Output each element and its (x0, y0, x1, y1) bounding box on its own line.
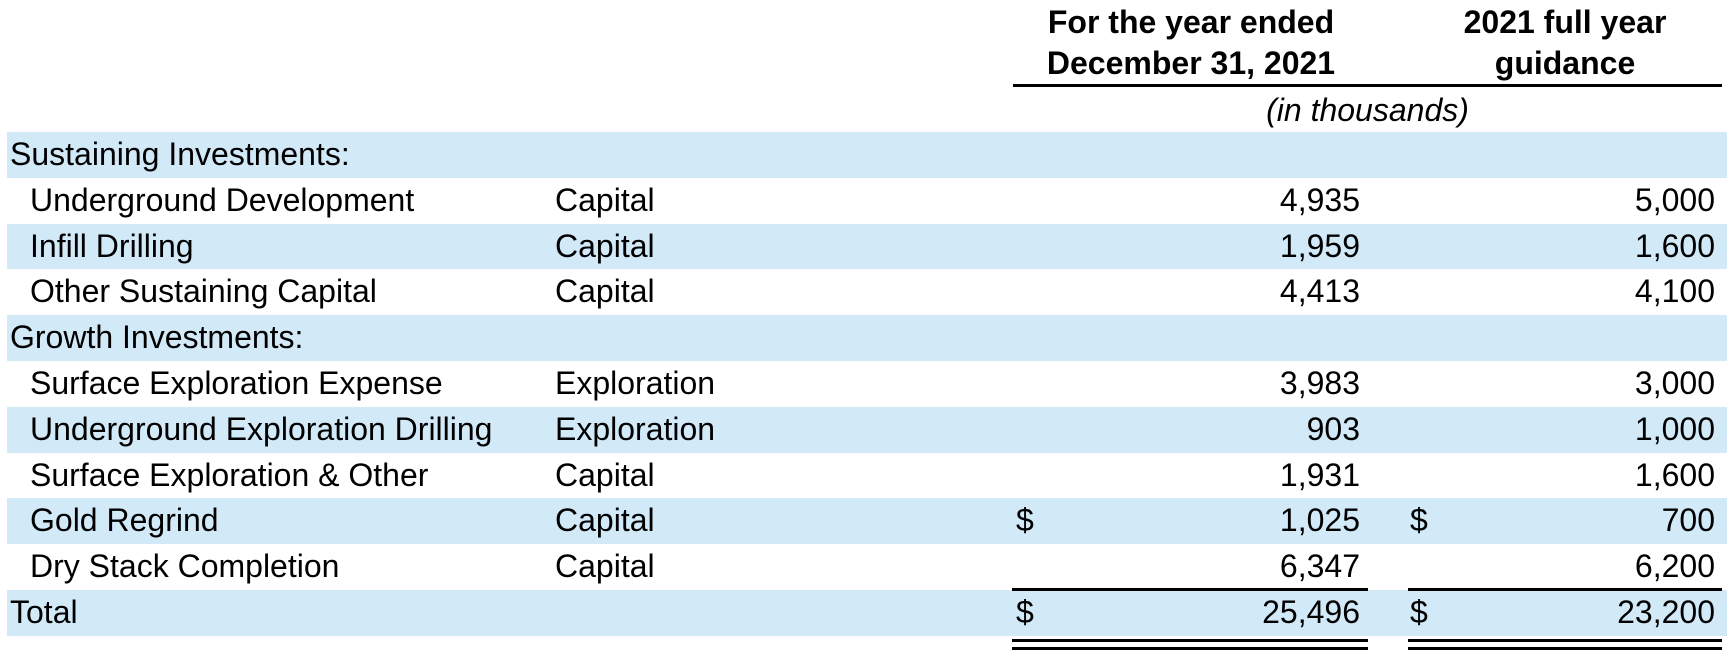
table-row-surface-exploration-expense: Surface Exploration Expense Exploration … (7, 361, 1727, 407)
guidance-value: 1,600 (1634, 227, 1715, 264)
header-underline (1013, 84, 1722, 87)
dollar-sign: $ (1016, 502, 1034, 539)
table-row-growth-investments: Growth Investments: (7, 315, 1727, 361)
guidance-value: 23,200 (1617, 593, 1715, 630)
subtotal-rule-guidance (1408, 588, 1722, 591)
actual-value: 903 (1306, 410, 1360, 447)
actual-value: 6,347 (1279, 548, 1360, 585)
table-row-surface-exploration-and-other: Surface Exploration & Other Capital 1,93… (7, 453, 1727, 499)
actual-value: 1,959 (1279, 227, 1360, 264)
actual-value: 4,935 (1279, 181, 1360, 218)
row-label: Underground Development (30, 181, 415, 218)
guidance-value: 700 (1661, 502, 1715, 539)
guidance-column-header: 2021 full year guidance (1408, 2, 1722, 84)
total-double-underline-guidance (1408, 639, 1722, 642)
guidance-value: 5,000 (1634, 181, 1715, 218)
table-row-gold-regrind: Gold Regrind Capital $ 1,025 $ 700 (7, 498, 1727, 545)
table-row-sustaining-investments: Sustaining Investments: (7, 132, 1727, 178)
period-column-header: For the year ended December 31, 2021 (1013, 2, 1369, 84)
dollar-sign: $ (1410, 502, 1428, 539)
row-label: Dry Stack Completion (30, 548, 340, 585)
total-double-underline-actual (1012, 647, 1368, 650)
actual-value: 25,496 (1262, 593, 1360, 630)
guidance-value: 6,200 (1634, 548, 1715, 585)
table-row-total: Total $ 25,496 $ 23,200 (7, 589, 1727, 636)
total-double-underline-guidance (1408, 647, 1722, 650)
guidance-value: 3,000 (1634, 364, 1715, 401)
row-type: Exploration (555, 364, 716, 401)
table-body: Sustaining Investments: Underground Deve… (7, 132, 1727, 636)
guidance-value: 1,600 (1634, 456, 1715, 493)
row-type: Capital (555, 181, 655, 218)
row-type: Capital (555, 548, 655, 585)
subtotal-rule-actual (1012, 588, 1368, 591)
row-type: Capital (555, 456, 655, 493)
dollar-sign: $ (1016, 593, 1034, 630)
dollar-sign: $ (1410, 593, 1428, 630)
period-header-line1: For the year ended (1047, 4, 1335, 40)
table-row-dry-stack-completion: Dry Stack Completion Capital 6,347 6,200 (7, 544, 1727, 590)
row-label: Total (10, 593, 78, 630)
actual-value: 1,025 (1279, 502, 1360, 539)
row-label: Gold Regrind (30, 502, 219, 539)
row-label: Surface Exploration Expense (30, 364, 443, 401)
actual-value: 4,413 (1279, 273, 1360, 310)
guidance-header-line1: 2021 full year (1463, 4, 1667, 40)
actual-value: 1,931 (1279, 456, 1360, 493)
guidance-value: 4,100 (1634, 273, 1715, 310)
row-type: Capital (555, 227, 655, 264)
table-row-other-sustaining-capital: Other Sustaining Capital Capital 4,413 4… (7, 269, 1727, 315)
row-type: Exploration (555, 410, 716, 447)
row-type: Capital (555, 273, 655, 310)
row-label: Surface Exploration & Other (30, 456, 429, 493)
guidance-value: 1,000 (1634, 410, 1715, 447)
row-label: Infill Drilling (30, 227, 194, 264)
units-note: (in thousands) (1266, 92, 1469, 128)
table-row-underground-exploration-drilling: Underground Exploration Drilling Explora… (7, 406, 1727, 453)
table-row-underground-development: Underground Development Capital 4,935 5,… (7, 178, 1727, 224)
period-header-line2: December 31, 2021 (1046, 45, 1336, 81)
row-label: Underground Exploration Drilling (30, 410, 493, 447)
row-label: Other Sustaining Capital (30, 273, 377, 310)
guidance-header-line2: guidance (1494, 45, 1636, 81)
row-type: Capital (555, 502, 655, 539)
row-label: Sustaining Investments: (10, 136, 350, 172)
actual-value: 3,983 (1279, 364, 1360, 401)
table-row-infill-drilling: Infill Drilling Capital 1,959 1,600 (7, 223, 1727, 270)
total-double-underline-actual (1012, 639, 1368, 642)
row-label: Growth Investments: (10, 319, 304, 356)
